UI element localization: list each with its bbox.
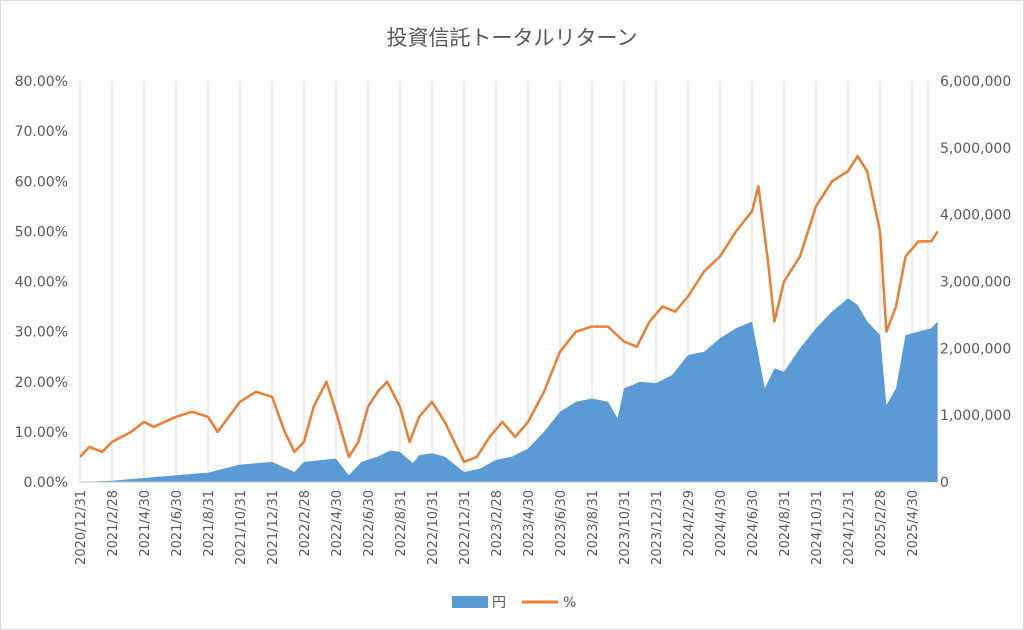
left-tick-label: 20.00%	[15, 375, 68, 391]
right-tick-label: 1,000,000	[940, 408, 1011, 424]
right-tick-label: 0	[940, 475, 949, 491]
right-tick-label: 2,000,000	[940, 341, 1011, 357]
x-tick-label: 2023/12/31	[650, 490, 665, 565]
x-tick-label: 2023/10/31	[618, 490, 633, 565]
x-axis-tick-labels: 2020/12/31 2021/2/28 2021/4/30 2021/6/30 202…	[74, 490, 921, 565]
x-tick-label: 2023/2/28	[490, 490, 505, 557]
yen-area-series	[80, 298, 938, 482]
legend-swatch-yen	[452, 596, 488, 608]
right-tick-label: 6,000,000	[940, 74, 1011, 90]
legend: 円%	[452, 595, 576, 611]
chart-title: 投資信託トータルリターン	[387, 26, 638, 50]
x-tick-label: 2022/6/30	[362, 490, 377, 557]
x-tick-label: 2024/10/31	[810, 490, 825, 565]
percent-line-series	[79, 154, 939, 464]
x-tick-label: 2022/10/31	[426, 490, 441, 565]
x-tick-label: 2021/8/31	[202, 490, 217, 557]
left-tick-label: 70.00%	[15, 124, 68, 140]
left-tick-label: 30.00%	[15, 325, 68, 341]
x-tick-label: 2023/8/31	[586, 490, 601, 557]
x-tick-label: 2021/4/30	[138, 490, 153, 557]
x-tick-label: 2021/12/31	[266, 490, 281, 565]
left-tick-label: 60.00%	[15, 174, 68, 190]
right-tick-label: 3,000,000	[940, 275, 1011, 291]
right-axis-tick-labels: 0 1,000,000 2,000,000 3,000,000 4,000,000 5,0…	[940, 74, 1011, 491]
legend-label-yen: 円	[492, 595, 506, 611]
x-tick-label: 2022/2/28	[298, 490, 313, 557]
legend-label-percent: %	[563, 595, 576, 611]
x-tick-label: 2024/4/30	[714, 490, 729, 557]
x-tick-label: 2025/4/30	[906, 490, 921, 557]
vertical-gridlines	[79, 81, 929, 482]
left-tick-label: 40.00%	[15, 275, 68, 291]
x-tick-label: 2021/6/30	[170, 490, 185, 557]
x-tick-label: 2021/2/28	[106, 490, 121, 557]
x-tick-label: 2022/4/30	[330, 490, 345, 557]
x-tick-label: 2020/12/31	[74, 490, 89, 565]
x-tick-label: 2024/6/30	[746, 490, 761, 557]
right-tick-label: 4,000,000	[940, 208, 1011, 224]
x-tick-label: 2022/8/31	[394, 490, 409, 557]
left-tick-label: 0.00%	[24, 475, 68, 491]
x-tick-label: 2021/10/31	[234, 490, 249, 565]
left-tick-label: 50.00%	[15, 224, 68, 240]
x-tick-label: 2024/8/31	[778, 490, 793, 557]
x-tick-label: 2024/2/29	[682, 490, 697, 557]
left-tick-label: 10.00%	[15, 425, 68, 441]
left-tick-label: 80.00%	[15, 74, 68, 90]
percent-line	[79, 154, 939, 464]
yen-area	[80, 298, 938, 482]
x-tick-label: 2022/12/31	[458, 490, 473, 565]
x-tick-label: 2023/6/30	[554, 490, 569, 557]
right-tick-label: 5,000,000	[940, 141, 1011, 157]
left-axis-tick-labels: 0.00% 10.00% 20.00% 30.00% 40.00% 50.00% 60.00…	[15, 74, 68, 491]
x-tick-label: 2025/2/28	[874, 490, 889, 557]
x-tick-label: 2023/4/30	[522, 490, 537, 557]
x-tick-label: 2024/12/31	[842, 490, 857, 565]
